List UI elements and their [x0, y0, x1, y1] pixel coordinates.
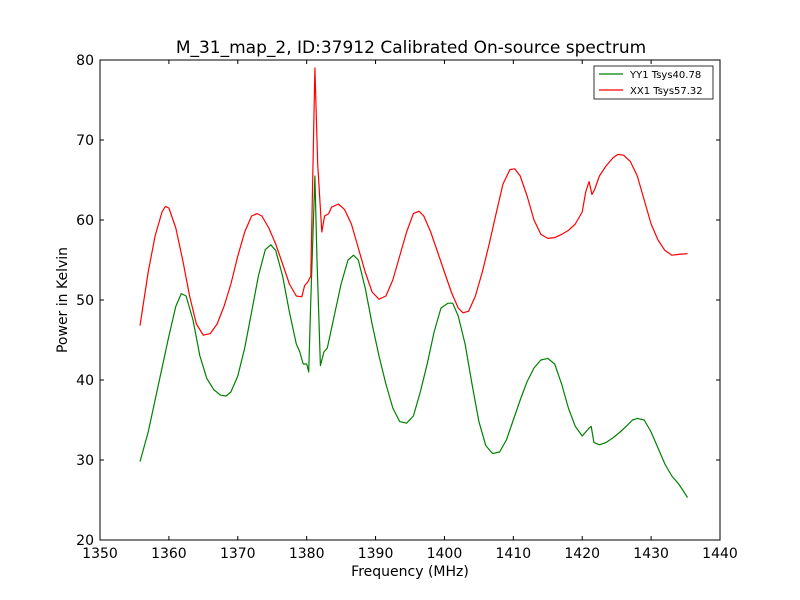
series-line-xx1	[139, 67, 688, 336]
y-tick-label: 40	[76, 373, 94, 389]
chart-title: M_31_map_2, ID:37912 Calibrated On-sourc…	[176, 38, 646, 58]
ticks-layer: 1350 1360 1370 1380 1390 1400 1410 1420 1430 1440…	[76, 53, 738, 562]
y-tick-label: 30	[76, 453, 94, 469]
y-tick-label: 70	[76, 133, 94, 149]
legend-label-xx1: XX1 Tsys57.32	[630, 86, 703, 97]
x-tick-label: 1440	[702, 546, 738, 562]
x-tick-label: 1400	[427, 546, 463, 562]
legend-label-yy1: YY1 Tsys40.78	[629, 70, 701, 81]
x-tick-label: 1410	[496, 546, 532, 562]
y-tick-label: 80	[76, 53, 94, 69]
y-tick-label: 20	[76, 533, 94, 549]
legend-box	[593, 65, 714, 100]
x-tick-label: 1350	[82, 546, 118, 562]
y-tick-label: 60	[76, 213, 94, 229]
x-tick-label: 1370	[220, 546, 256, 562]
y-tick-label: 50	[76, 293, 94, 309]
x-tick-label: 1390	[358, 546, 394, 562]
x-tick-label: 1380	[289, 546, 325, 562]
x-axis-title: Frequency (MHz)	[351, 564, 469, 580]
x-tick-label: 1430	[633, 546, 669, 562]
series-layer	[139, 67, 689, 498]
plot-area	[100, 60, 720, 540]
x-tick-label: 1420	[564, 546, 600, 562]
series-line-yy1	[139, 175, 689, 498]
x-tick-label: 1360	[151, 546, 187, 562]
legend: YY1 Tsys40.78 XX1 Tsys57.32	[593, 65, 714, 100]
y-axis-title: Power in Kelvin	[55, 247, 71, 353]
